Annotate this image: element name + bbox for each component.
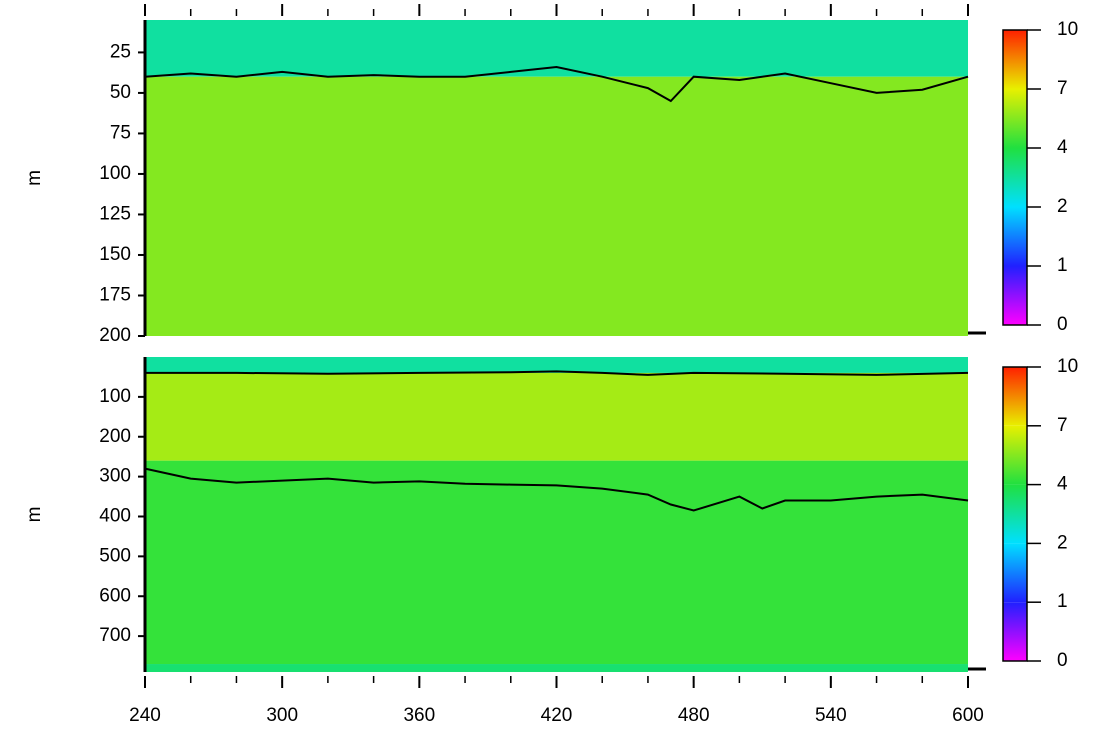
x-tick-label: 480 [678, 705, 710, 726]
heatmap-band [145, 76, 968, 336]
heatmap-band [145, 460, 968, 665]
colorbar-tick-label: 7 [1057, 415, 1068, 436]
colorbar-tick-label: 1 [1057, 255, 1068, 276]
y-tick-label: 400 [99, 506, 131, 527]
colorbar-segment [1003, 425, 1027, 485]
contour-line [144, 467, 969, 512]
colorbar-tick-label: 4 [1057, 137, 1068, 158]
contour-line [145, 370, 969, 376]
x-tick-label: 600 [952, 705, 984, 726]
y-tick-label: 100 [99, 386, 131, 407]
colorbar-tick-label: 1 [1057, 591, 1068, 612]
y-axis-label: m [24, 170, 45, 186]
y-tick-label: 700 [99, 625, 131, 646]
heatmap-band [145, 372, 968, 461]
x-tick-label: 240 [129, 705, 161, 726]
heatmap-band [145, 664, 968, 672]
y-tick-label: 50 [110, 82, 131, 103]
y-tick-label: 100 [99, 163, 131, 184]
colorbar-tick-label: 10 [1057, 356, 1078, 377]
y-tick-label: 25 [110, 41, 131, 62]
colorbar-tick-label: 2 [1057, 196, 1068, 217]
y-tick-label: 300 [99, 466, 131, 487]
colorbar-segment [1003, 602, 1027, 661]
x-tick-label: 420 [541, 705, 573, 726]
colorbar-segment [1003, 207, 1027, 266]
colorbar-segment [1003, 148, 1027, 207]
y-tick-label: 75 [110, 122, 131, 143]
colorbar-frame [1002, 366, 1028, 662]
x-tick-label: 540 [815, 705, 847, 726]
y-tick-label: 125 [99, 203, 131, 224]
y-tick-label: 175 [99, 285, 131, 306]
colorbar-segment [1003, 543, 1027, 603]
heatmap-band [145, 20, 968, 77]
colorbar-tick-label: 0 [1057, 650, 1068, 671]
heatmap-band [145, 357, 968, 373]
colorbar-tick-label: 4 [1057, 474, 1068, 495]
y-tick-label: 150 [99, 244, 131, 265]
y-tick-label: 600 [99, 585, 131, 606]
y-tick-label: 500 [99, 545, 131, 566]
y-tick-label: 200 [99, 426, 131, 447]
colorbar-segment [1003, 30, 1027, 89]
colorbar-tick-label: 7 [1057, 78, 1068, 99]
colorbar-tick-label: 2 [1057, 532, 1068, 553]
x-tick-label: 360 [403, 705, 435, 726]
colorbar-segment [1003, 89, 1027, 148]
y-tick-label: 200 [99, 325, 131, 346]
colorbar-segment [1003, 266, 1027, 325]
x-tick-label: 300 [266, 705, 298, 726]
colorbar-segment [1003, 367, 1027, 426]
colorbar-frame [1002, 29, 1028, 326]
contour-line [144, 65, 969, 103]
y-axis-label: m [24, 507, 45, 523]
colorbar-segment [1003, 484, 1027, 544]
colorbar-tick-label: 10 [1057, 19, 1078, 40]
colorbar-tick-label: 0 [1057, 314, 1068, 335]
